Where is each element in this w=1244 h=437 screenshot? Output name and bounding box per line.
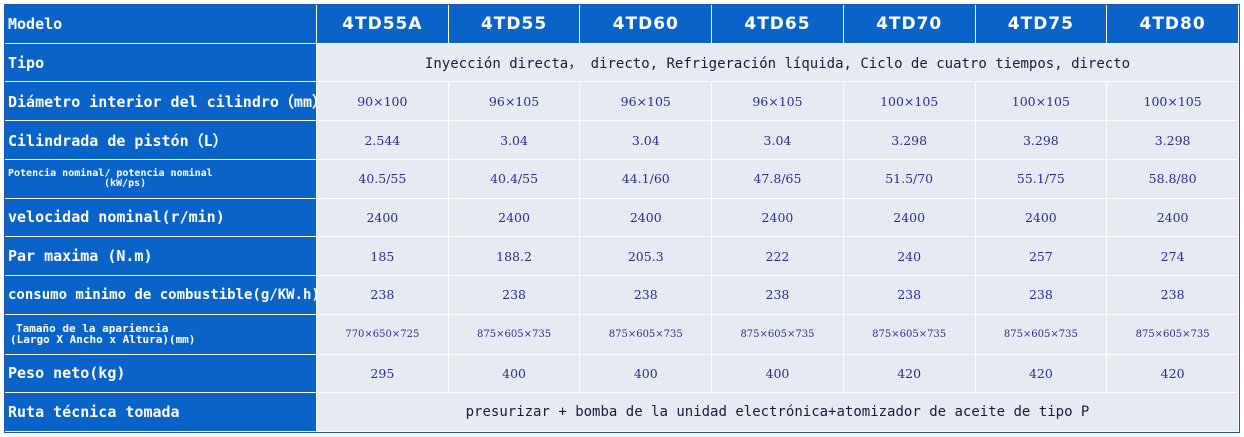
table-cell: 40.4/55 (448, 159, 581, 199)
table-cell: 274 (1107, 237, 1239, 277)
engine-spec-table: Modelo 4TD55A 4TD55 4TD60 4TD65 4TD70 4T… (4, 4, 1240, 433)
model-header: 4TD70 (843, 5, 976, 44)
table-cell: 875×605×735 (580, 314, 713, 355)
table-cell: 875×605×735 (448, 314, 581, 355)
table-cell: 420 (843, 354, 976, 394)
table-cell: 96×105 (580, 82, 713, 122)
table-cell: 3.04 (712, 121, 844, 160)
table-cell: 2400 (448, 198, 581, 238)
table-cell: 240 (843, 237, 976, 277)
header-label: Modelo (5, 5, 317, 44)
table-cell: 96×105 (712, 82, 844, 122)
table-cell: 205.3 (580, 237, 713, 277)
table-cell: 100×105 (1107, 82, 1239, 122)
table-cell: 295 (317, 354, 449, 394)
tipo-value: Inyección directa， directo, Refrigeració… (317, 43, 1239, 83)
table-cell: 40.5/55 (317, 159, 449, 199)
table-cell: 2400 (712, 198, 844, 238)
table-cell: 2400 (580, 198, 713, 238)
row-label-line2: (Largo X Ancho x Altura)(mm) (10, 333, 196, 347)
table-cell: 44.1/60 (580, 159, 713, 199)
row-label: Par maxima (N.m) (5, 237, 317, 277)
row-label: Ruta técnica tomada (5, 393, 317, 432)
table-cell: 90×100 (317, 82, 449, 122)
model-header: 4TD65 (712, 5, 844, 44)
row-label-line1: Potencia nominal/ potencia nominal (8, 167, 213, 179)
row-velocidad: velocidad nominal(r/min) 2400 2400 2400 … (5, 198, 1239, 238)
table-cell: 400 (580, 354, 713, 394)
table-cell: 100×105 (975, 82, 1108, 122)
table-cell: 875×605×735 (975, 314, 1108, 355)
table-cell: 238 (843, 276, 976, 315)
table-cell: 96×105 (448, 82, 581, 122)
row-label: Potencia nominal/ potencia nominal (kW/p… (5, 159, 317, 199)
row-tamano: Tamaño de la apariencia (Largo X Ancho x… (5, 314, 1239, 355)
header-row: Modelo 4TD55A 4TD55 4TD60 4TD65 4TD70 4T… (5, 5, 1239, 44)
ruta-value: presurizar + bomba de la unidad electrón… (317, 393, 1239, 432)
row-cilindrada: Cilindrada de pistón（L） 2.544 3.04 3.04 … (5, 121, 1239, 160)
table-cell: 58.8/80 (1107, 159, 1239, 199)
table-cell: 2400 (975, 198, 1108, 238)
row-consumo: consumo minimo de combustible(g/KW.h) 23… (5, 276, 1239, 315)
table-cell: 420 (1107, 354, 1239, 394)
table-cell: 51.5/70 (843, 159, 976, 199)
table-cell: 55.1/75 (975, 159, 1108, 199)
table-cell: 3.04 (448, 121, 581, 160)
table-cell: 770×650×725 (317, 314, 449, 355)
table-cell: 222 (712, 237, 844, 277)
table-cell: 238 (712, 276, 844, 315)
model-header: 4TD60 (580, 5, 713, 44)
table-cell: 3.298 (1107, 121, 1239, 160)
table-cell: 2400 (317, 198, 449, 238)
table-cell: 238 (580, 276, 713, 315)
table-cell: 100×105 (843, 82, 976, 122)
row-label-line1: Tamaño de la apariencia (16, 322, 169, 336)
row-label: velocidad nominal(r/min) (5, 198, 317, 238)
table-cell: 257 (975, 237, 1108, 277)
row-par: Par maxima (N.m) 185 188.2 205.3 222 240… (5, 237, 1239, 277)
table-cell: 400 (712, 354, 844, 394)
table-cell: 3.298 (843, 121, 976, 160)
row-label: consumo minimo de combustible(g/KW.h) (5, 276, 317, 315)
table-cell: 238 (1107, 276, 1239, 315)
table-cell: 2400 (1107, 198, 1239, 238)
row-label: Cilindrada de pistón（L） (5, 121, 317, 160)
table-cell: 3.298 (975, 121, 1108, 160)
model-header: 4TD55 (448, 5, 581, 44)
table-cell: 875×605×735 (1107, 314, 1239, 355)
table-cell: 875×605×735 (712, 314, 844, 355)
row-potencia: Potencia nominal/ potencia nominal (kW/p… (5, 159, 1239, 199)
model-header: 4TD55A (317, 5, 449, 44)
row-ruta: Ruta técnica tomada presurizar + bomba d… (5, 393, 1239, 432)
row-label: Tamaño de la apariencia (Largo X Ancho x… (5, 314, 317, 355)
table-cell: 420 (975, 354, 1108, 394)
row-label: Tipo (5, 43, 317, 83)
row-tipo: Tipo Inyección directa， directo, Refrige… (5, 43, 1239, 83)
model-header: 4TD80 (1107, 5, 1239, 44)
table-cell: 238 (975, 276, 1108, 315)
row-label: Diámetro interior del cilindro（mm） (5, 82, 317, 122)
row-label-line2: (kW/ps) (104, 177, 147, 189)
table-cell: 185 (317, 237, 449, 277)
table-cell: 3.04 (580, 121, 713, 160)
table-cell: 875×605×735 (843, 314, 976, 355)
table-cell: 188.2 (448, 237, 581, 277)
row-label: Peso neto(kg) (5, 354, 317, 394)
row-peso: Peso neto(kg) 295 400 400 400 420 420 42… (5, 354, 1239, 394)
table-cell: 238 (448, 276, 581, 315)
table-cell: 400 (448, 354, 581, 394)
table-cell: 47.8/65 (712, 159, 844, 199)
table-cell: 2.544 (317, 121, 449, 160)
table-cell: 2400 (843, 198, 976, 238)
model-header: 4TD75 (975, 5, 1108, 44)
table-cell: 238 (317, 276, 449, 315)
row-diametro: Diámetro interior del cilindro（mm） 90×10… (5, 82, 1239, 122)
